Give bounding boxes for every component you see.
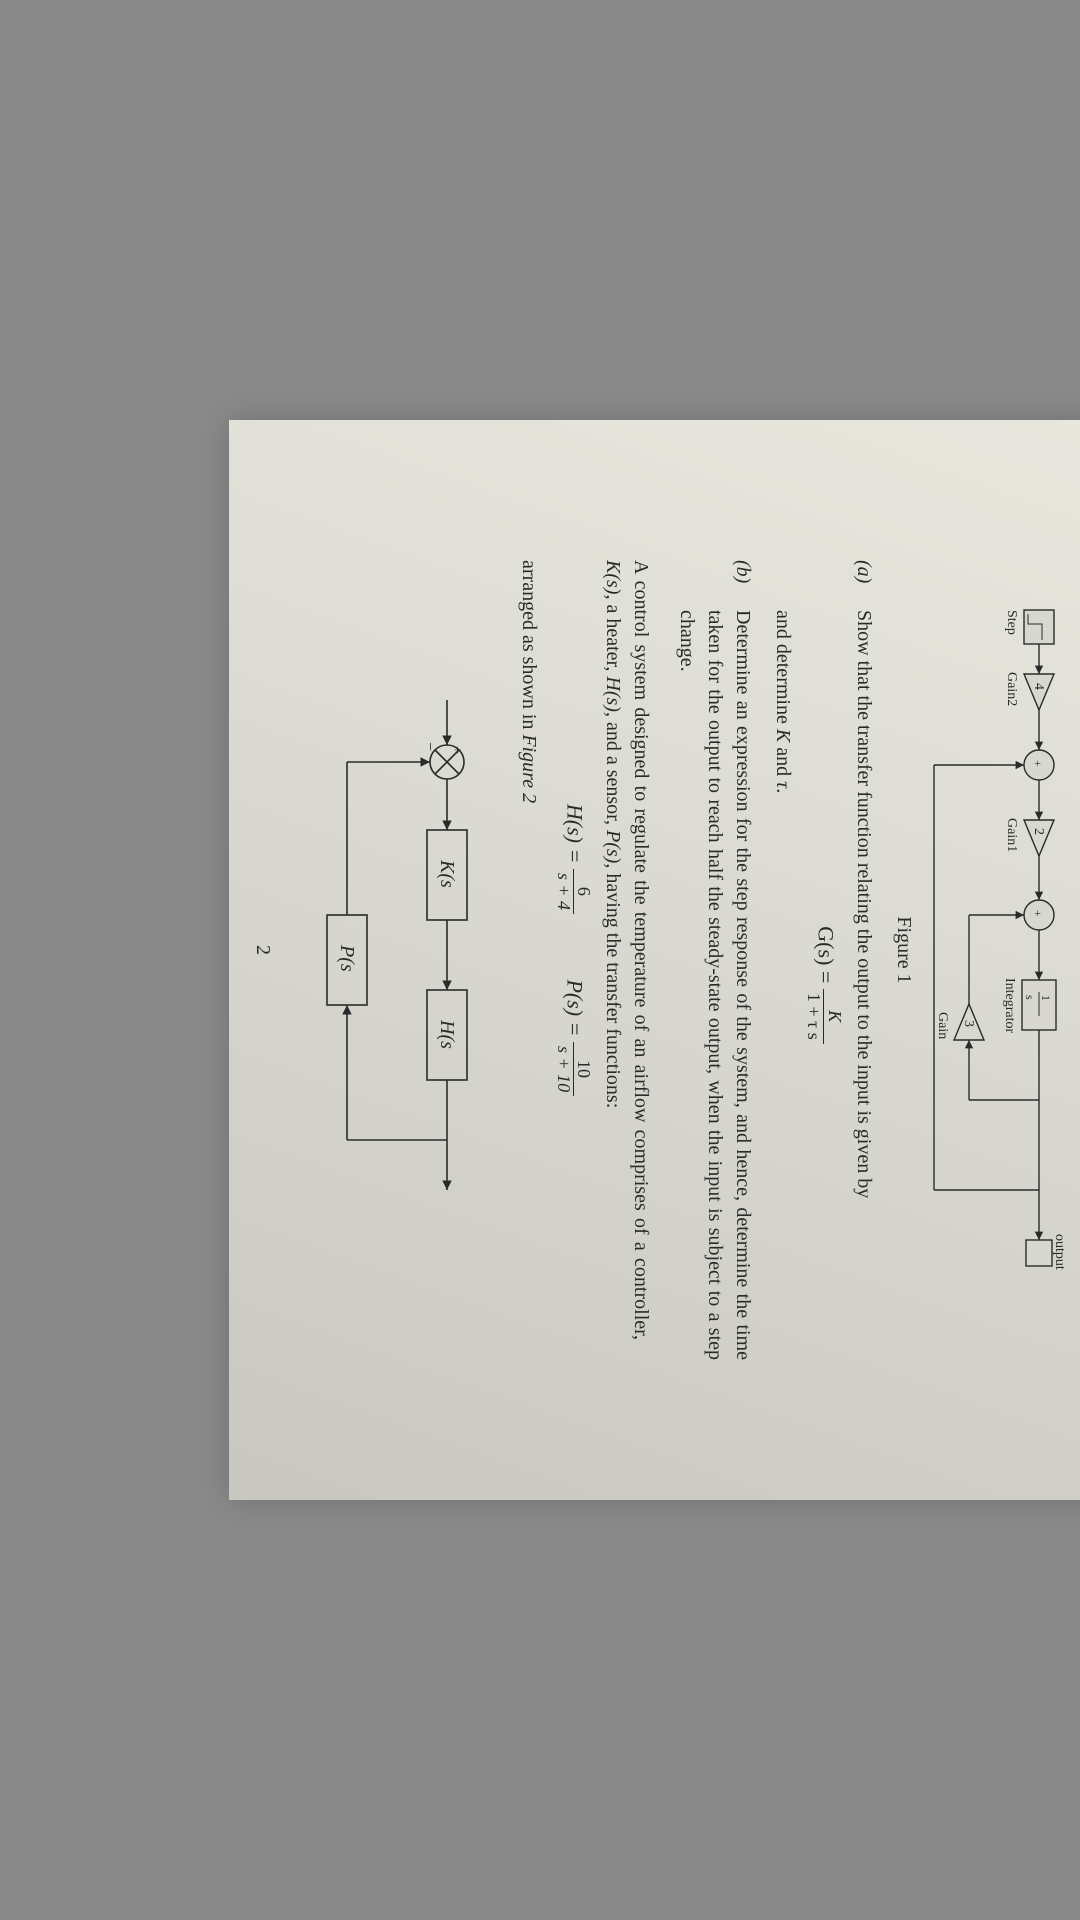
- part-b-label: (b): [673, 560, 757, 610]
- formula-den: 1 + τ s: [803, 989, 823, 1044]
- page-number: 2: [249, 500, 277, 1400]
- svg-text:+: +: [449, 746, 464, 754]
- svg-text:−: −: [421, 742, 438, 751]
- H-num: 6: [573, 869, 594, 914]
- fig1-gain-label: Gain: [935, 1012, 950, 1039]
- P-lhs: P(s) =: [563, 979, 588, 1036]
- formula-num: K: [823, 989, 844, 1044]
- part-a-text: Show that the transfer function relating…: [850, 610, 878, 1360]
- P-num: 10: [573, 1042, 594, 1096]
- part-a-text2: and determine K and τ.: [769, 610, 797, 1360]
- fig1-gain2-value: 4: [1031, 683, 1046, 690]
- part-b: (b) Determine an expression for the step…: [673, 560, 757, 1400]
- fig1-gain1-value: 2: [1031, 828, 1046, 835]
- figure-2-svg: + − K(s H(s P(s: [287, 690, 507, 1210]
- paper-rotated-wrap: 1. The block diagram of a water tank lev…: [0, 420, 1080, 1500]
- svg-text:s: s: [1023, 995, 1037, 1000]
- H-eq: H(s) = 6 s + 4: [553, 804, 594, 914]
- H-den: s + 4: [553, 869, 573, 914]
- svg-text:1: 1: [1039, 995, 1053, 1001]
- fig1-gain1-label: Gain1: [1004, 818, 1019, 852]
- formula-frac: K 1 + τ s: [803, 989, 844, 1044]
- figure-1-svg: Step 4 Gain2 + 2 Gain1 + 1 s Integrator …: [924, 600, 1080, 1300]
- fig1-integrator-label: Integrator: [1002, 978, 1017, 1034]
- formula-lhs: G(s) =: [814, 926, 839, 983]
- fig2-K-label: K(s: [436, 859, 458, 888]
- part-a-body: Show that the transfer function relating…: [769, 610, 878, 1400]
- part-a-label: (a): [769, 560, 878, 610]
- question-2-intro: A control system designed to regulate th…: [599, 560, 655, 1340]
- P-eq: P(s) = 10 s + 10: [553, 979, 594, 1096]
- fig1-output-label: output: [1052, 1234, 1067, 1270]
- H-lhs: H(s) =: [563, 804, 588, 863]
- paper-page: 1. The block diagram of a water tank lev…: [229, 420, 1080, 1500]
- fig2-P-label: P(s: [336, 944, 358, 972]
- figure-1-block-diagram: Step 4 Gain2 + 2 Gain1 + 1 s Integrator …: [924, 600, 1080, 1300]
- part-b-text: Determine an expression for the step res…: [673, 610, 757, 1400]
- svg-text:+: +: [1031, 760, 1045, 767]
- P-den: s + 10: [553, 1042, 573, 1096]
- figure-1-caption: Figure 1: [890, 500, 918, 1400]
- arranged-text: arranged as shown in Figure 2: [515, 560, 543, 1400]
- figure-2-block-diagram: + − K(s H(s P(s: [287, 690, 507, 1210]
- fig2-H-label: H(s: [436, 1019, 458, 1049]
- part-a: (a) Show that the transfer function rela…: [769, 560, 878, 1400]
- fig1-step-label: Step: [1004, 610, 1019, 635]
- fig1-gain2-label: Gain2: [1004, 672, 1019, 706]
- fig1-gain-value: 3: [961, 1020, 976, 1027]
- transfer-functions: H(s) = 6 s + 4 P(s) = 10 s + 10: [553, 500, 594, 1400]
- part-a-formula: G(s) = K 1 + τ s: [803, 610, 844, 1360]
- svg-text:+: +: [1031, 910, 1045, 917]
